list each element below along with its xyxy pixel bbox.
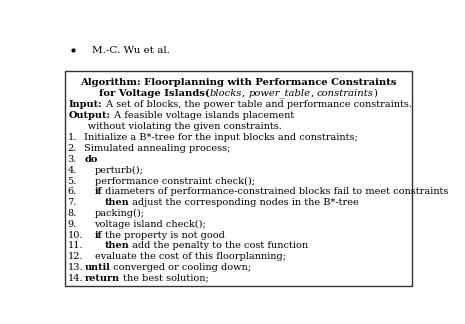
Text: 11.: 11. (67, 241, 83, 250)
Text: 4.: 4. (67, 166, 77, 175)
Text: for Voltage Islands(: for Voltage Islands( (99, 88, 210, 98)
Text: 7.: 7. (67, 198, 77, 207)
Text: Initialize a B*-tree for the input blocks and constraints;: Initialize a B*-tree for the input block… (85, 133, 358, 143)
Text: packing();: packing(); (94, 209, 145, 218)
Text: 12.: 12. (67, 252, 83, 261)
Text: 6.: 6. (67, 187, 77, 196)
Text: ,: , (311, 88, 317, 98)
Text: then: then (105, 198, 129, 207)
Text: the best solution;: the best solution; (120, 274, 208, 283)
Text: 9.: 9. (67, 220, 77, 229)
Text: 14.: 14. (67, 274, 83, 283)
Text: diameters of performance-constrained blocks fail to meet constraints: diameters of performance-constrained blo… (102, 187, 449, 196)
Text: ): ) (374, 88, 378, 98)
Text: if: if (94, 187, 102, 196)
Text: Output:: Output: (69, 111, 111, 120)
Text: 1.: 1. (67, 133, 77, 143)
Text: voltage island check();: voltage island check(); (94, 220, 206, 229)
Text: ,: , (242, 88, 248, 98)
Text: then: then (105, 241, 129, 250)
Text: 5.: 5. (67, 177, 77, 186)
Text: 2.: 2. (67, 144, 77, 153)
Text: 3.: 3. (67, 155, 77, 164)
Text: 13.: 13. (67, 263, 83, 272)
Text: the property is not good: the property is not good (102, 231, 225, 239)
Text: Simulated annealing process;: Simulated annealing process; (85, 144, 231, 153)
Text: return: return (85, 274, 120, 283)
Text: power_table: power_table (248, 88, 311, 98)
Text: 8.: 8. (67, 209, 77, 218)
Text: if: if (94, 231, 102, 239)
Text: A feasible voltage islands placement: A feasible voltage islands placement (111, 111, 294, 120)
Text: Input:: Input: (69, 100, 103, 109)
Text: until: until (85, 263, 110, 272)
Text: do: do (85, 155, 98, 164)
Text: 10.: 10. (67, 231, 83, 239)
FancyBboxPatch shape (65, 71, 412, 286)
Text: add the penalty to the cost function: add the penalty to the cost function (129, 241, 308, 250)
Text: M.-C. Wu et al.: M.-C. Wu et al. (93, 46, 170, 55)
Text: blocks: blocks (210, 88, 242, 98)
Text: Algorithm: Floorplanning with Performance Constraints: Algorithm: Floorplanning with Performanc… (80, 77, 397, 87)
Text: performance constraint check();: performance constraint check(); (94, 177, 254, 186)
Text: A set of blocks, the power table and performance constraints.: A set of blocks, the power table and per… (103, 100, 412, 109)
Text: perturb();: perturb(); (94, 166, 143, 175)
Text: constraints: constraints (317, 88, 374, 98)
Text: converged or cooling down;: converged or cooling down; (110, 263, 251, 272)
Text: adjust the corresponding nodes in the B*-tree: adjust the corresponding nodes in the B*… (129, 198, 359, 207)
Text: evaluate the cost of this floorplanning;: evaluate the cost of this floorplanning; (94, 252, 286, 261)
Text: without violating the given constraints.: without violating the given constraints. (69, 122, 282, 131)
